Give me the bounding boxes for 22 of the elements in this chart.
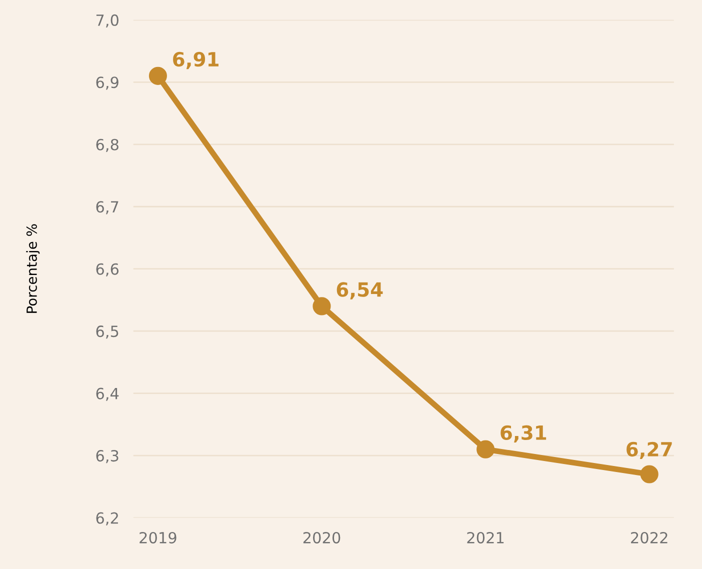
point	[148, 66, 167, 85]
data-label: 6,91	[173, 52, 218, 70]
y-tick-label: 6,6	[96, 263, 119, 276]
y-tick-label: 6,9	[96, 76, 118, 90]
y-axis-title: Porcentaje %	[26, 224, 40, 313]
x-tick-label: 2020	[303, 532, 340, 544]
point	[640, 465, 658, 484]
y-tick-label: 7,0	[96, 14, 118, 28]
data-label: 6,31	[500, 425, 546, 442]
y-tick-label: 6,4	[96, 388, 119, 401]
point	[312, 297, 331, 316]
y-tick-label: 6,2	[96, 512, 118, 526]
y-tick-label: 6,3	[96, 450, 118, 464]
point	[476, 440, 495, 458]
y-tick-label: 6,5	[96, 326, 118, 339]
y-tick-label: 6,7	[96, 201, 118, 214]
data-label: 6,27	[626, 442, 672, 460]
x-tick-label: 2022	[631, 532, 668, 544]
x-tick-label: 2019	[140, 532, 176, 544]
y-tick-label: 6,8	[96, 138, 118, 152]
data-label: 6,54	[336, 282, 383, 300]
x-tick-label: 2021	[467, 532, 504, 544]
